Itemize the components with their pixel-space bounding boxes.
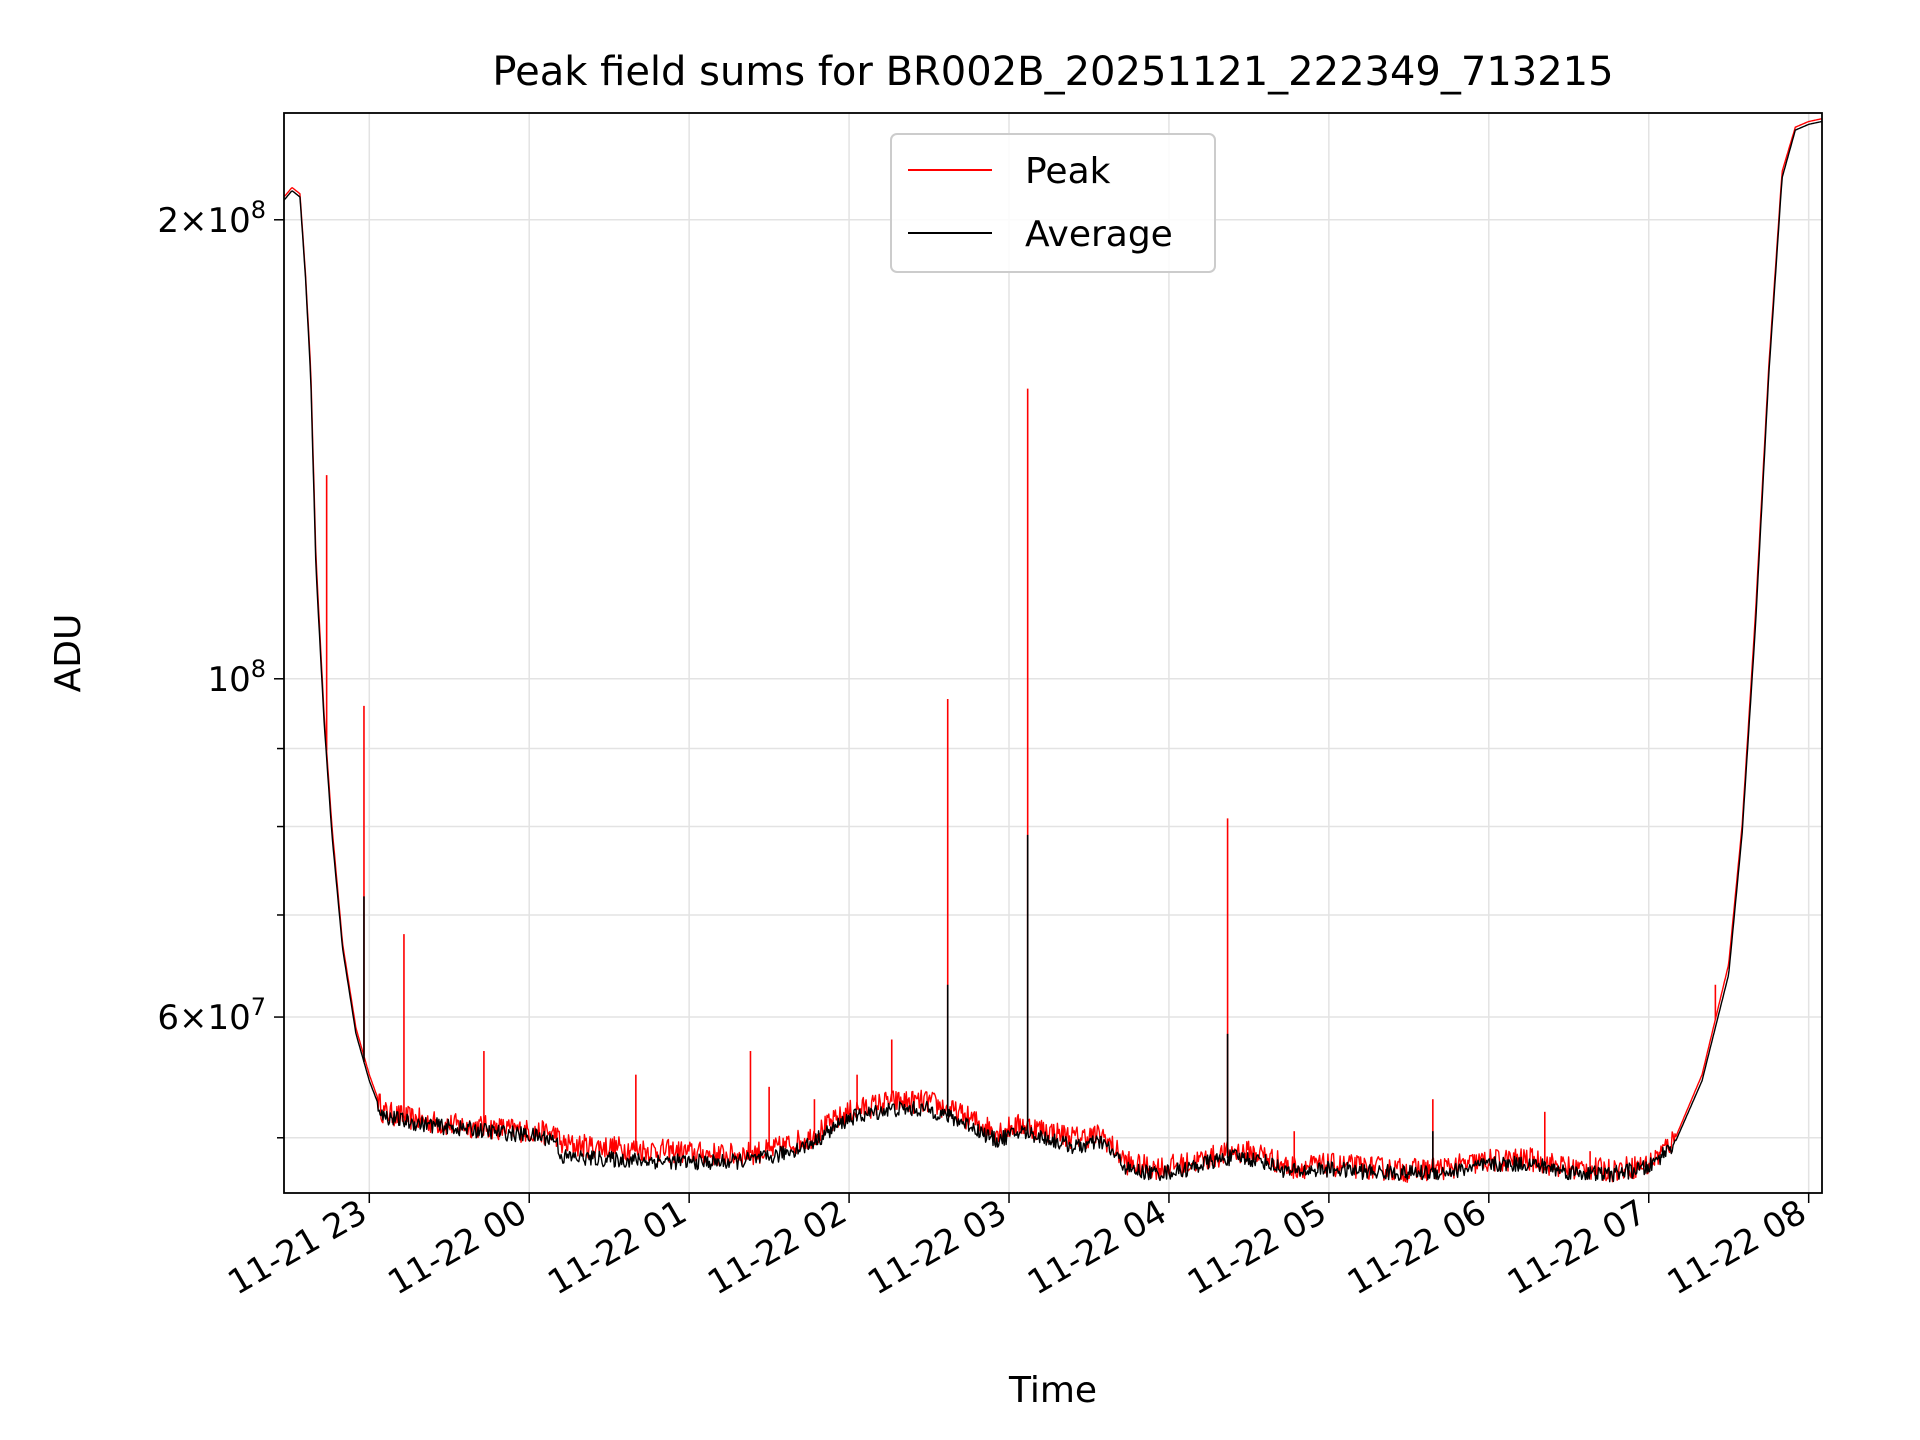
y-tick-label: 6×107: [157, 993, 266, 1038]
y-tick-label: 2×108: [157, 196, 266, 241]
plot-frame: [283, 112, 1823, 1194]
y-tick-label: 108: [207, 655, 266, 700]
x-axis-label: Time: [1008, 1370, 1097, 1411]
chart-title: Peak field sums for BR002B_20251121_2223…: [492, 49, 1613, 95]
legend-label-peak: Peak: [1025, 151, 1111, 192]
legend-box: [890, 133, 1216, 273]
grid: [284, 113, 1822, 1193]
series-layer: [284, 118, 1822, 1183]
y-axis-label: ADU: [48, 614, 89, 693]
series-line-average: [284, 120, 1822, 1183]
legend-label-average: Average: [1025, 214, 1173, 255]
legend: Peak Average: [890, 133, 1216, 273]
y-axis: 6×107 108 2×108: [157, 196, 284, 1139]
